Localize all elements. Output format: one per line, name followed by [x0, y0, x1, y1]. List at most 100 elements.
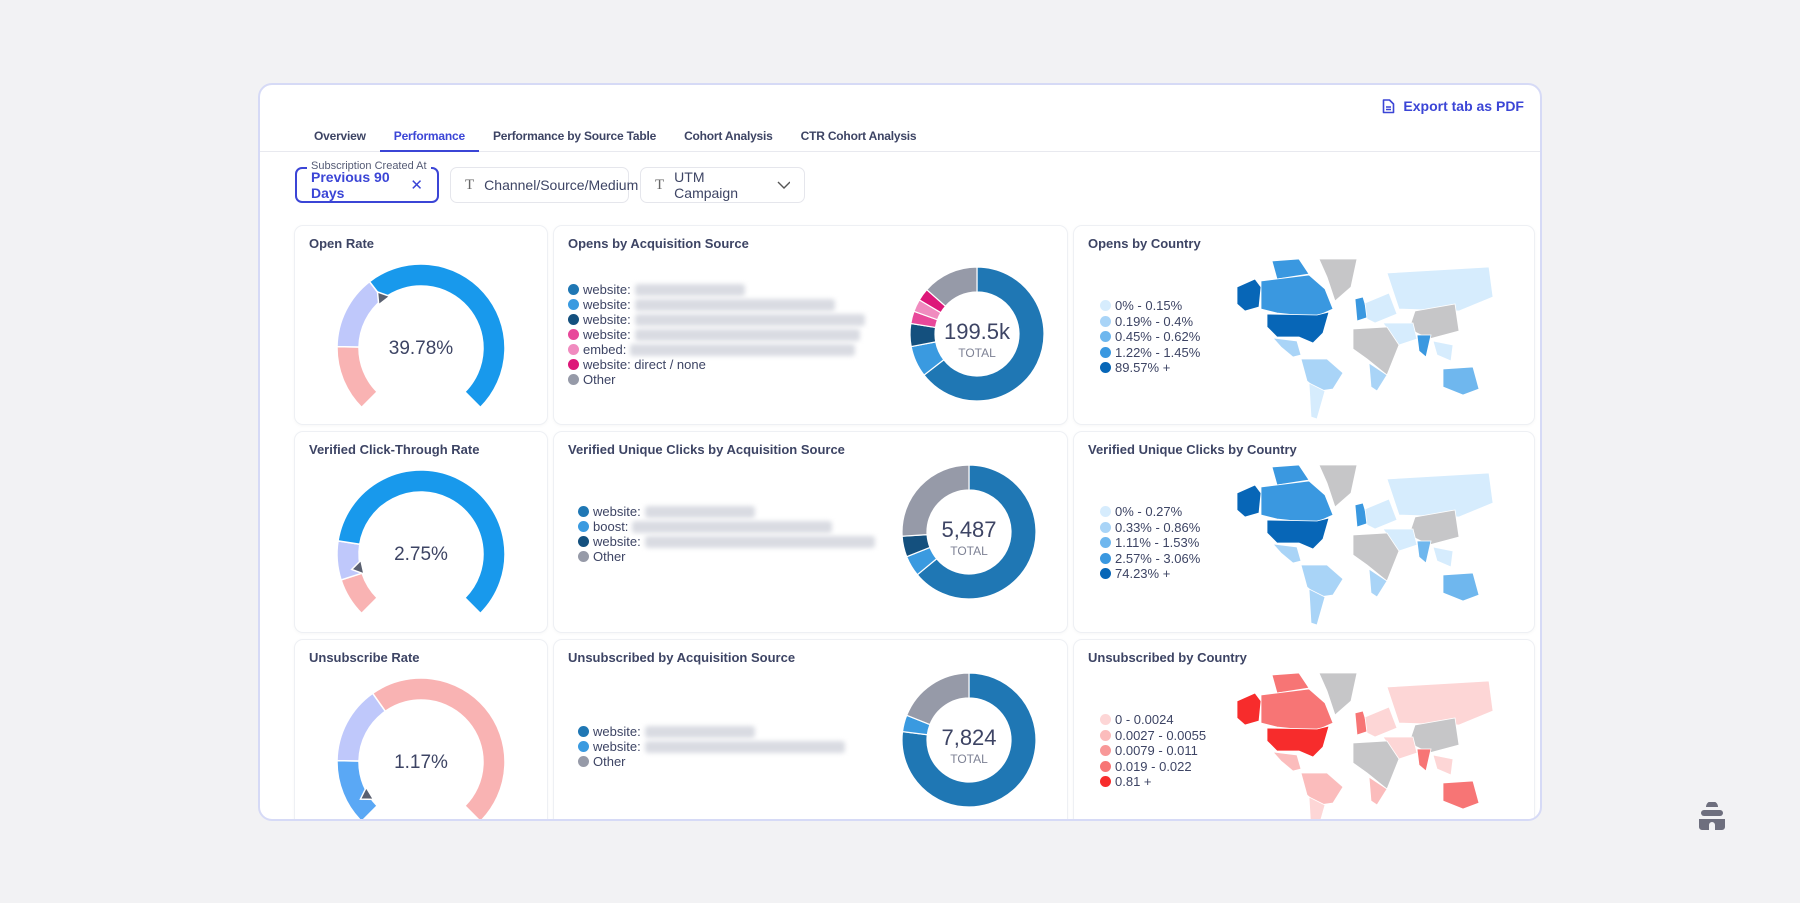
legend-item[interactable]: Other	[578, 754, 845, 769]
tab-performance-by-source-table[interactable]: Performance by Source Table	[492, 129, 657, 143]
country-region[interactable]	[1266, 725, 1330, 758]
country-region[interactable]	[1266, 311, 1330, 344]
country-region[interactable]	[1416, 540, 1432, 564]
legend-item[interactable]: website:	[578, 504, 875, 519]
date-filter[interactable]: Subscription Created At Previous 90 Days…	[295, 160, 439, 203]
legend-item[interactable]: Other	[568, 372, 865, 387]
gauge-segment	[336, 692, 387, 762]
channel-source-medium-filter[interactable]: T Channel/Source/Medium	[450, 167, 638, 203]
redacted-value	[644, 505, 755, 518]
legend-label: website:	[593, 739, 641, 754]
gauge-value: 1.17%	[394, 752, 448, 773]
legend-item: 0.45% - 0.62%	[1100, 329, 1200, 345]
country-region[interactable]	[1271, 543, 1302, 564]
legend-item[interactable]: website:	[568, 282, 865, 297]
country-region[interactable]	[1266, 517, 1330, 550]
clear-filter-icon[interactable]: ✕	[410, 177, 423, 194]
country-region[interactable]	[1386, 680, 1494, 726]
legend-item[interactable]: embed:	[568, 342, 865, 357]
country-region[interactable]	[1364, 498, 1398, 530]
country-region[interactable]	[1318, 673, 1358, 716]
country-region[interactable]	[1432, 754, 1454, 776]
country-region[interactable]	[1271, 465, 1310, 486]
tab-overview[interactable]: Overview	[314, 129, 366, 143]
map-legend: 0 - 0.0024 0.0027 - 0.0055 0.0079 - 0.011 0…	[1100, 712, 1206, 790]
legend-item[interactable]: website:	[578, 534, 875, 549]
redacted-value	[644, 535, 875, 548]
country-region[interactable]	[1416, 748, 1432, 772]
country-region[interactable]	[1386, 266, 1494, 312]
donut-slice[interactable]	[916, 464, 1037, 600]
legend-item[interactable]: website: direct / none	[568, 357, 865, 372]
country-region[interactable]	[1300, 772, 1344, 806]
legend-item[interactable]: Other	[578, 549, 875, 564]
country-region[interactable]	[1368, 568, 1388, 598]
utm-campaign-filter[interactable]: T UTM Campaign	[640, 167, 805, 203]
legend-item[interactable]: website:	[578, 724, 845, 739]
donut-slice[interactable]	[923, 266, 1045, 402]
donut-slice[interactable]	[901, 464, 970, 537]
card-title: Unsubscribed by Country	[1088, 650, 1247, 665]
country-region[interactable]	[1416, 334, 1432, 358]
country-region[interactable]	[1271, 751, 1302, 772]
legend-dot-icon	[568, 299, 579, 310]
donut-slice[interactable]	[925, 266, 978, 308]
country-region[interactable]	[1271, 337, 1302, 358]
legend-dot-icon	[578, 741, 589, 752]
country-region[interactable]	[1271, 259, 1310, 280]
donut-card: Opens by Acquisition Source website: websi…	[554, 226, 1067, 424]
legend-item[interactable]: website:	[568, 297, 865, 312]
legend-label: 0% - 0.15%	[1115, 298, 1183, 313]
country-region[interactable]	[1308, 588, 1326, 626]
country-region[interactable]	[1442, 780, 1480, 810]
country-region[interactable]	[1432, 340, 1454, 362]
date-filter-label: Subscription Created At	[307, 160, 431, 172]
legend-item[interactable]: website:	[568, 312, 865, 327]
text-type-icon: T	[465, 176, 475, 193]
tab-cohort-analysis[interactable]: Cohort Analysis	[684, 129, 773, 143]
campaign-filter-placeholder: UTM Campaign	[674, 169, 738, 201]
country-region[interactable]	[1364, 292, 1398, 324]
country-region[interactable]	[1364, 706, 1398, 738]
chevron-down-icon	[777, 181, 790, 189]
text-type-icon: T	[655, 176, 665, 193]
donut-total: 5,487	[941, 517, 996, 542]
legend-dot-icon	[1100, 729, 1111, 741]
legend-item[interactable]: website:	[568, 327, 865, 342]
legend-item[interactable]: boost:	[578, 519, 875, 534]
country-region[interactable]	[1368, 362, 1388, 392]
country-region[interactable]	[1237, 278, 1262, 312]
country-region[interactable]	[1260, 274, 1334, 318]
country-region[interactable]	[1300, 358, 1344, 392]
country-region[interactable]	[1442, 572, 1480, 602]
donut-slice[interactable]	[905, 672, 970, 726]
country-region[interactable]	[1318, 465, 1358, 508]
country-region[interactable]	[1237, 692, 1262, 726]
donut-slice[interactable]	[901, 672, 1037, 808]
gauge-marker-icon	[359, 785, 375, 801]
redacted-value	[634, 283, 745, 296]
legend-item: 1.22% - 1.45%	[1100, 345, 1200, 361]
donut-chart: 199.5k TOTAL	[909, 266, 1045, 402]
country-region[interactable]	[1442, 366, 1480, 396]
country-region[interactable]	[1260, 688, 1334, 732]
legend-dot-icon	[1100, 315, 1111, 327]
legend-label: Other	[593, 549, 626, 564]
country-region[interactable]	[1368, 776, 1388, 806]
card-title: Verified Unique Clicks by Country	[1088, 442, 1297, 457]
country-region[interactable]	[1432, 546, 1454, 568]
legend-dot-icon	[1100, 568, 1111, 580]
country-region[interactable]	[1308, 382, 1326, 420]
country-region[interactable]	[1271, 673, 1310, 694]
country-region[interactable]	[1318, 259, 1358, 302]
tab-performance[interactable]: Performance	[379, 125, 479, 152]
country-region[interactable]	[1386, 472, 1494, 518]
country-region[interactable]	[1308, 796, 1326, 821]
tab-ctr-cohort-analysis[interactable]: CTR Cohort Analysis	[800, 129, 917, 143]
export-pdf-button[interactable]: Export tab as PDF	[1382, 98, 1524, 114]
legend-label: embed:	[583, 342, 627, 357]
country-region[interactable]	[1300, 564, 1344, 598]
country-region[interactable]	[1260, 480, 1334, 524]
country-region[interactable]	[1237, 484, 1262, 518]
legend-item[interactable]: website:	[578, 739, 845, 754]
